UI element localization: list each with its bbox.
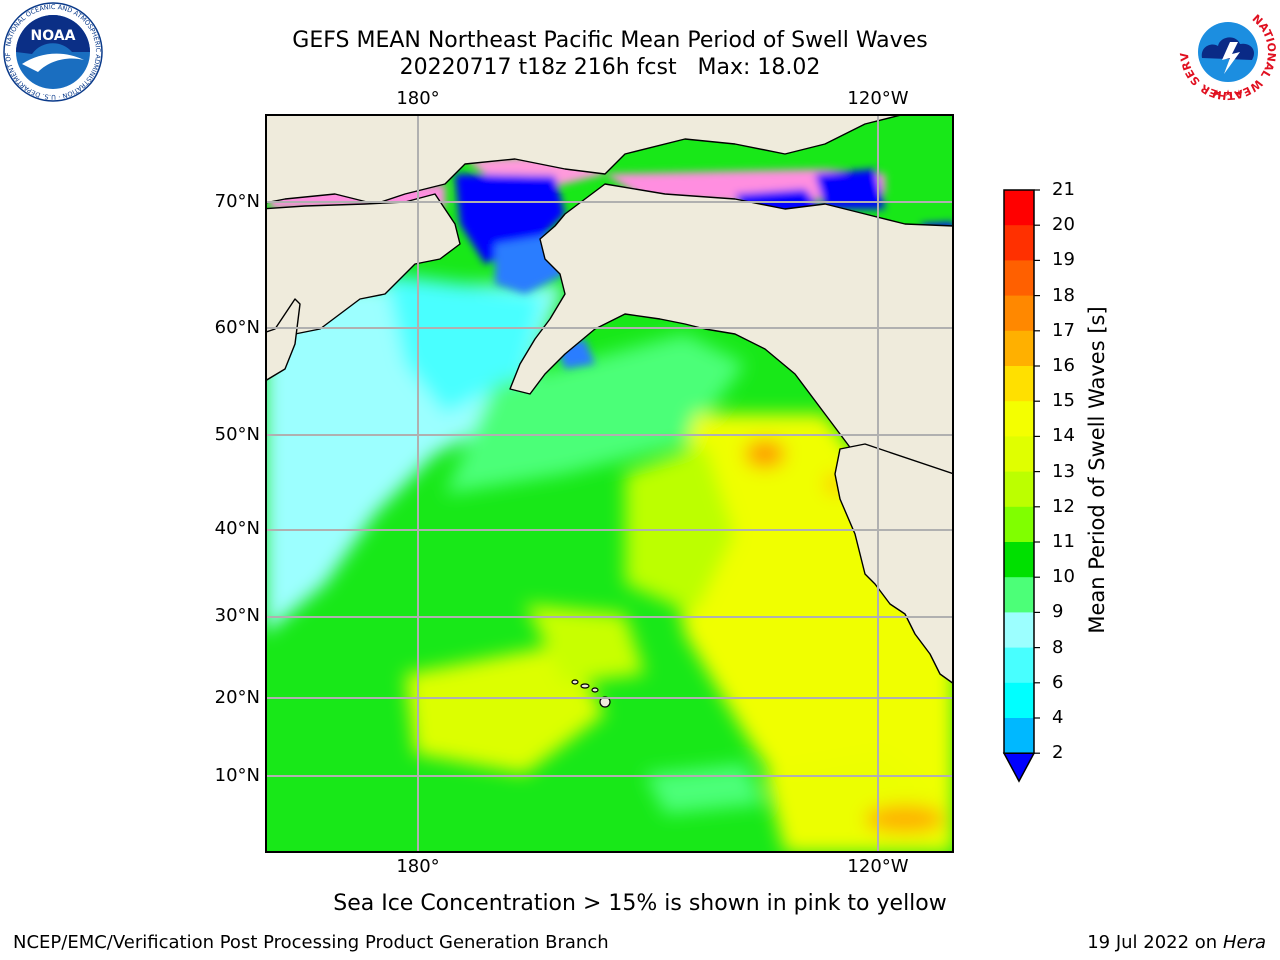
lat-label-50n: 50°N: [214, 424, 260, 445]
lat-label-60n: 60°N: [214, 317, 260, 338]
colorbar-label: 13: [1052, 460, 1075, 482]
colorbar-segment: [1004, 225, 1034, 261]
colorbar-label: 12: [1052, 495, 1075, 517]
colorbar-label: 14: [1052, 425, 1075, 447]
colorbar-label: 19: [1052, 249, 1075, 271]
footer-date: 19 Jul 2022 on Hera: [1087, 932, 1266, 954]
top-lon-label-120w: 120°W: [847, 88, 909, 109]
lat-label-40n: 40°N: [214, 518, 260, 539]
lat-label-10n: 10°N: [214, 765, 260, 786]
colorbar-segment: [1004, 612, 1034, 649]
colorbar-label: 15: [1052, 390, 1075, 412]
map-border: [265, 114, 954, 853]
nws-logo-icon: NATIONAL WEATHER SERVICE ★ ★ ★: [1178, 2, 1278, 102]
colorbar-label: 2: [1052, 742, 1064, 764]
colorbar-label: 9: [1052, 601, 1064, 623]
colorbar: [1002, 189, 1040, 783]
svg-text:★ ★ ★: ★ ★ ★: [1213, 89, 1243, 99]
colorbar-segment: [1004, 471, 1034, 508]
colorbar-label: 17: [1052, 319, 1075, 341]
colorbar-label: 10: [1052, 566, 1075, 588]
colorbar-label: 6: [1052, 671, 1064, 693]
noaa-logo-icon: NATIONAL OCEANIC AND ATMOSPHERIC ADMINIS…: [2, 2, 103, 102]
colorbar-segment: [1004, 436, 1034, 473]
sea-ice-caption: Sea Ice Concentration > 15% is shown in …: [333, 891, 947, 916]
lat-label-30n: 30°N: [214, 605, 260, 626]
footer-date-text: 19 Jul 2022 on: [1087, 932, 1223, 953]
noaa-logo-text: NOAA: [31, 28, 76, 44]
colorbar-segment: [1004, 506, 1034, 543]
bottom-lon-label-180: 180°: [396, 856, 440, 877]
north-america-coast: [834, 443, 954, 685]
graticule: [265, 114, 954, 853]
colorbar-label: 4: [1052, 707, 1064, 728]
colorbar-label: 18: [1052, 284, 1075, 306]
colorbar-label: 20: [1052, 214, 1075, 236]
colorbar-segment: [1004, 647, 1034, 684]
map-subtitle: 20220717 t18z 216h fcst Max: 18.02: [399, 55, 821, 80]
swell-period-map: [265, 114, 954, 853]
colorbar-segment: [1004, 190, 1034, 226]
colorbar-segment: [1004, 718, 1034, 754]
footer-producer: NCEP/EMC/Verification Post Processing Pr…: [13, 932, 609, 953]
colorbar-segment: [1004, 330, 1034, 367]
map-title: GEFS MEAN Northeast Pacific Mean Period …: [292, 28, 928, 53]
colorbar-label: 16: [1052, 355, 1075, 376]
colorbar-extend-arrow: [1002, 752, 1036, 783]
colorbar-segment: [1004, 295, 1034, 332]
colorbar-segment: [1004, 260, 1034, 297]
colorbar-label: 11: [1052, 531, 1075, 552]
lat-label-20n: 20°N: [214, 687, 260, 708]
colorbar-label: 8: [1052, 636, 1064, 658]
colorbar-label: 21: [1052, 179, 1075, 200]
colorbar-segment: [1004, 366, 1034, 402]
colorbar-segment: [1004, 401, 1034, 437]
kamchatka-coast: [265, 298, 301, 382]
colorbar-segment: [1004, 542, 1034, 578]
colorbar-title: Mean Period of Swell Waves [s]: [1085, 306, 1109, 634]
footer-host: Hera: [1222, 932, 1266, 953]
lat-label-70n: 70°N: [214, 191, 260, 212]
top-lon-label-180: 180°: [396, 88, 440, 109]
colorbar-segment: [1004, 682, 1034, 719]
bottom-lon-label-120w: 120°W: [847, 856, 909, 877]
siberia-landmass: [265, 114, 954, 205]
colorbar-segment: [1004, 577, 1034, 613]
